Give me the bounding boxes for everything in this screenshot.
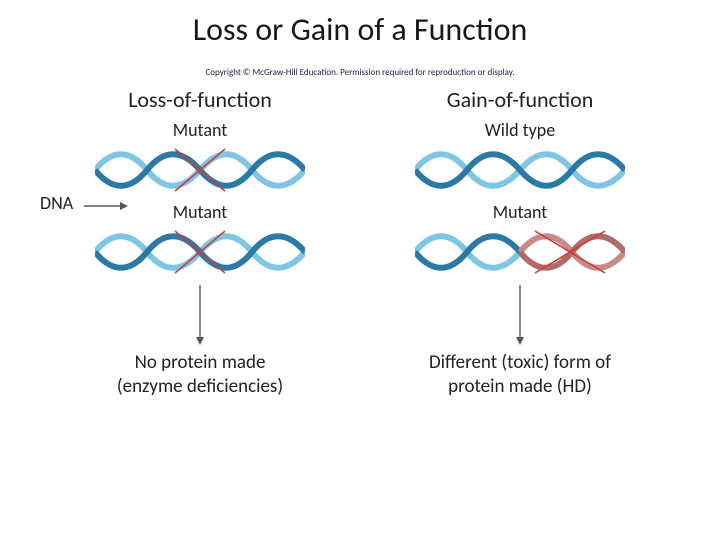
arrow-right-icon (84, 200, 128, 212)
label-right-row1: Wild type (400, 119, 640, 141)
dna-left-row1 (80, 143, 320, 197)
arrow-down-icon (515, 285, 525, 345)
outcome-right-line2: protein made (HD) (448, 375, 592, 398)
column-header-left: Loss-of-function (80, 86, 320, 113)
outcome-left: No protein made (enzyme deficiencies) (80, 351, 320, 399)
outcome-right: Different (toxic) form of protein made (… (400, 351, 640, 399)
dna-source-label: DNA (40, 192, 73, 214)
copyright-text: Copyright © McGraw-Hill Education. Permi… (0, 67, 720, 78)
outcome-left-line2: (enzyme deficiencies) (117, 375, 283, 398)
column-loss-of-function: Loss-of-function Mutant Mutant (80, 86, 320, 399)
label-right-row2: Mutant (400, 201, 640, 223)
dna-helix-icon (95, 147, 305, 193)
column-gain-of-function: Gain-of-function Wild type Mutant (400, 86, 640, 399)
column-header-right: Gain-of-function (400, 86, 640, 113)
outcome-right-line1: Different (toxic) form of (429, 351, 611, 374)
outcome-left-line1: No protein made (135, 351, 266, 374)
dna-helix-mutant-icon (415, 229, 625, 275)
slide-title: Loss or Gain of a Function (0, 0, 720, 49)
dna-helix-icon (415, 147, 625, 193)
dna-right-row1 (400, 143, 640, 197)
diagram-columns: Loss-of-function Mutant Mutant (0, 86, 720, 399)
label-left-row1: Mutant (80, 119, 320, 141)
dna-helix-icon (95, 229, 305, 275)
arrow-down-icon (195, 285, 205, 345)
dna-left-row2 (80, 225, 320, 279)
dna-right-row2 (400, 225, 640, 279)
